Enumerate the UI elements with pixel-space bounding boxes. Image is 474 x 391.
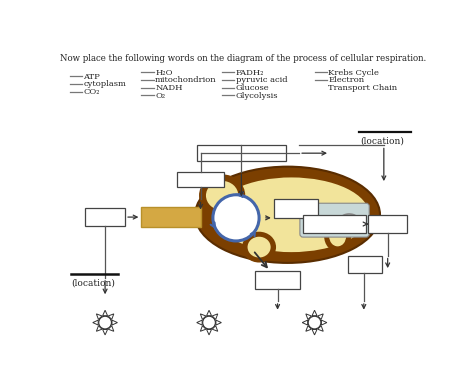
Bar xyxy=(85,208,125,226)
Text: cytoplasm: cytoplasm xyxy=(83,80,127,88)
Polygon shape xyxy=(108,314,114,319)
Ellipse shape xyxy=(199,174,245,217)
Text: ATP: ATP xyxy=(83,73,100,81)
Circle shape xyxy=(213,195,259,241)
Bar xyxy=(368,215,407,233)
Polygon shape xyxy=(318,314,323,319)
Polygon shape xyxy=(216,320,221,325)
Text: Electron: Electron xyxy=(328,76,365,84)
Polygon shape xyxy=(306,326,311,331)
Polygon shape xyxy=(108,326,114,331)
Ellipse shape xyxy=(247,237,271,258)
Ellipse shape xyxy=(242,232,276,262)
Text: Glycolysis: Glycolysis xyxy=(236,92,279,100)
Polygon shape xyxy=(312,330,317,335)
Text: H₂O: H₂O xyxy=(155,69,173,77)
Bar xyxy=(273,199,318,218)
Text: (location): (location) xyxy=(71,279,115,288)
Bar xyxy=(347,256,382,273)
Text: (location): (location) xyxy=(361,136,405,145)
Polygon shape xyxy=(103,330,108,335)
Text: mitochondrion: mitochondrion xyxy=(155,76,217,84)
Circle shape xyxy=(308,316,321,329)
Ellipse shape xyxy=(214,178,369,252)
Ellipse shape xyxy=(195,167,380,263)
Polygon shape xyxy=(201,314,206,319)
FancyBboxPatch shape xyxy=(300,203,369,237)
Text: pyruvic acid: pyruvic acid xyxy=(236,76,288,84)
Polygon shape xyxy=(212,314,218,319)
Ellipse shape xyxy=(206,181,238,210)
Circle shape xyxy=(203,316,216,329)
Polygon shape xyxy=(96,314,102,319)
Text: FADH₂: FADH₂ xyxy=(236,69,264,77)
Text: Transport Chain: Transport Chain xyxy=(328,84,398,92)
Polygon shape xyxy=(93,320,98,325)
Polygon shape xyxy=(207,310,211,316)
Text: O₂: O₂ xyxy=(155,92,165,100)
Polygon shape xyxy=(312,310,317,316)
Polygon shape xyxy=(103,310,108,316)
Polygon shape xyxy=(306,314,311,319)
Text: CO₂: CO₂ xyxy=(83,88,100,96)
Polygon shape xyxy=(212,326,218,331)
Bar xyxy=(198,145,286,161)
Polygon shape xyxy=(201,326,206,331)
Bar xyxy=(303,215,366,233)
Text: Now place the following words on the diagram of the process of cellular respirat: Now place the following words on the dia… xyxy=(60,54,426,63)
Bar xyxy=(141,207,201,227)
Polygon shape xyxy=(112,320,118,325)
Text: NADH: NADH xyxy=(155,84,182,92)
Polygon shape xyxy=(197,320,202,325)
Bar xyxy=(177,172,224,187)
Polygon shape xyxy=(96,326,102,331)
Ellipse shape xyxy=(329,226,346,246)
Ellipse shape xyxy=(324,221,351,252)
Text: Krebs Cycle: Krebs Cycle xyxy=(328,69,379,77)
Polygon shape xyxy=(207,330,211,335)
Circle shape xyxy=(99,316,111,329)
Polygon shape xyxy=(318,326,323,331)
Polygon shape xyxy=(302,320,308,325)
Bar xyxy=(255,271,300,289)
Text: Glucose: Glucose xyxy=(236,84,270,92)
Polygon shape xyxy=(321,320,327,325)
